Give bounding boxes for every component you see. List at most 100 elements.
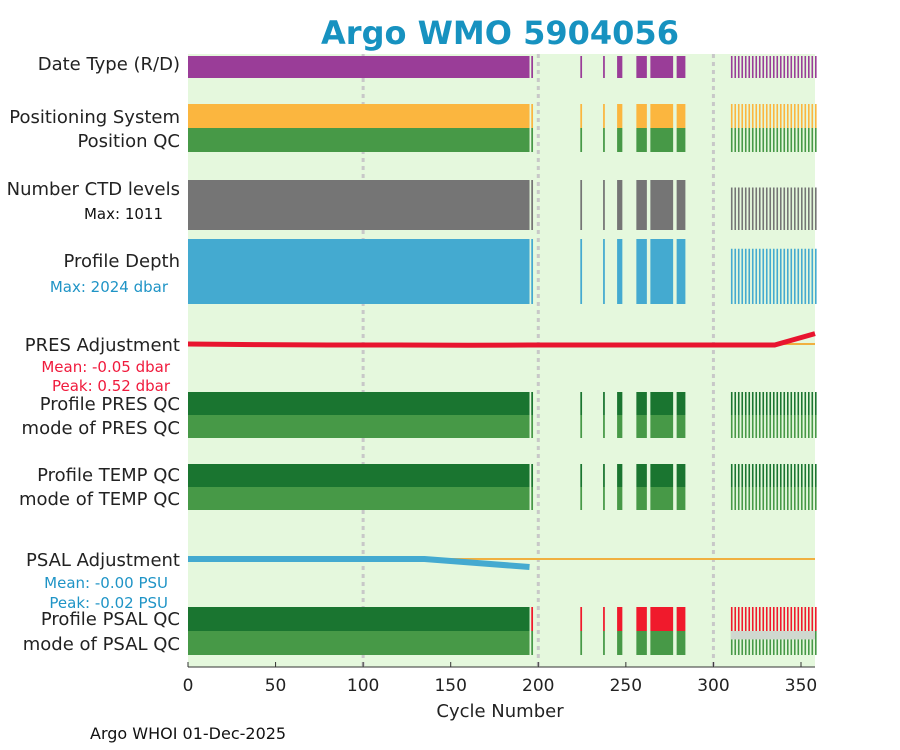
bar-segment [790, 464, 793, 487]
bar-segment [758, 631, 761, 655]
bar-segment [734, 464, 737, 487]
bar-segment [772, 104, 775, 128]
bar-segment [797, 631, 800, 655]
bar-segment [734, 607, 737, 631]
bar-segment [751, 631, 754, 655]
bar-segment [783, 104, 786, 128]
bar-segment [786, 487, 789, 510]
bar-segment [800, 487, 803, 510]
bar-segment [741, 487, 744, 510]
bar-segment [797, 464, 800, 487]
bar-segment [765, 104, 768, 128]
bar-segment [793, 128, 796, 152]
bar-segment [769, 392, 772, 415]
bar-segment [811, 487, 814, 510]
bar-segment [603, 631, 605, 655]
bar-segment [730, 631, 733, 655]
bar-segment [603, 239, 605, 304]
bar-segment [531, 607, 534, 631]
bar-segment [737, 631, 740, 655]
bar-segment [676, 607, 686, 631]
row-label-mode-pres-qc: mode of PRES QC [22, 418, 180, 439]
bar-segment [580, 128, 583, 152]
bar-segment [758, 607, 761, 631]
x-tick-label: 150 [434, 676, 466, 696]
bar-segment [758, 56, 761, 78]
bar-segment [580, 56, 583, 78]
bar-segment [741, 415, 744, 438]
row-profile-psal-qc [188, 607, 817, 631]
bar-segment [776, 631, 779, 655]
bar-segment [730, 487, 733, 510]
bar-segment [737, 128, 740, 152]
adjustment-line [187, 331, 816, 348]
x-tick-label: 300 [697, 676, 729, 696]
bar-segment [531, 415, 534, 438]
bar-segment [765, 392, 768, 415]
bar-segment [603, 128, 605, 152]
bar-segment [783, 415, 786, 438]
bar-segment [793, 104, 796, 128]
bar-segment [636, 128, 647, 152]
bar-segment [804, 187, 807, 230]
row-mode-temp-qc [188, 487, 817, 510]
bar-segment [748, 56, 751, 78]
bar-segment [779, 631, 782, 655]
row-label-profile-pres-qc: Profile PRES QC [40, 394, 180, 415]
bar-segment [580, 464, 583, 487]
bar-segment [741, 248, 744, 304]
bar-segment [786, 464, 789, 487]
bar-segment [772, 56, 775, 78]
bar-segment [772, 487, 775, 510]
bar-segment [769, 487, 772, 510]
row-sublabel-pres-adjustment: Mean: -0.05 dbar [41, 358, 171, 376]
bar-segment [790, 187, 793, 230]
bar-segment [603, 415, 605, 438]
bar-segment [786, 187, 789, 230]
bar-segment [790, 128, 793, 152]
bar-segment [734, 128, 737, 152]
bar-segment [800, 104, 803, 128]
x-tick-label: 100 [347, 676, 379, 696]
bar-segment [762, 415, 765, 438]
bar-segment [762, 128, 765, 152]
bar-segment [748, 128, 751, 152]
bar-segment [762, 607, 765, 631]
row-position-qc [188, 128, 817, 152]
bar-segment [531, 56, 534, 78]
bar-segment [755, 248, 758, 304]
bar-segment [779, 464, 782, 487]
bar-segment [800, 607, 803, 631]
bar-segment [815, 104, 817, 128]
bar-segment [531, 128, 534, 152]
row-profile-depth [188, 239, 817, 304]
bar-segment [531, 180, 534, 230]
bar-segment [790, 104, 793, 128]
bar-segment [783, 187, 786, 230]
bar-segment [744, 464, 747, 487]
bar-segment [755, 631, 758, 655]
bar-segment [755, 464, 758, 487]
row-positioning-system [188, 104, 817, 128]
bar-segment [755, 104, 758, 128]
bar-segment [804, 104, 807, 128]
bar-segment [755, 56, 758, 78]
bar-segment [762, 392, 765, 415]
bar-segment [779, 56, 782, 78]
bar-segment [772, 464, 775, 487]
bar-segment [737, 187, 740, 230]
bar-segment [769, 56, 772, 78]
bar-segment [790, 415, 793, 438]
adjustment-line [188, 556, 530, 570]
bar-segment [751, 187, 754, 230]
bar-segment [730, 248, 733, 304]
bar-segment [793, 56, 796, 78]
bar-segment [811, 104, 814, 128]
row-label-profile-depth: Profile Depth [63, 251, 180, 272]
bar-segment [786, 128, 789, 152]
bar-segment [737, 487, 740, 510]
row-mode-psal-qc [188, 631, 817, 655]
bar-segment [776, 392, 779, 415]
bar-segment [772, 187, 775, 230]
bar-segment [676, 239, 686, 304]
